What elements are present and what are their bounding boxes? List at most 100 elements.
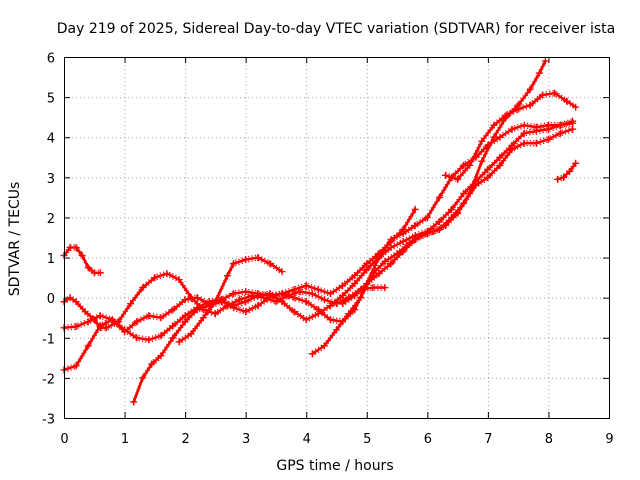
y-tick-label: 2 bbox=[47, 212, 55, 227]
y-tick-label: 4 bbox=[47, 132, 55, 147]
data-point bbox=[254, 292, 262, 300]
data-point bbox=[448, 213, 456, 221]
y-tick-label: 5 bbox=[47, 92, 55, 107]
series-markers-lower bbox=[132, 125, 573, 405]
data-point bbox=[381, 258, 389, 266]
data-point bbox=[175, 338, 183, 346]
data-point bbox=[230, 260, 238, 268]
data-point bbox=[266, 290, 274, 298]
data-point bbox=[181, 318, 189, 326]
series-line bbox=[444, 91, 578, 181]
grid-lines bbox=[64, 57, 609, 418]
data-point bbox=[454, 175, 462, 183]
data-point bbox=[387, 236, 395, 244]
data-point bbox=[520, 129, 528, 137]
data-point bbox=[163, 270, 171, 278]
y-tick-label: 1 bbox=[47, 252, 55, 267]
data-point bbox=[496, 133, 504, 141]
y-tick-label: 6 bbox=[47, 52, 55, 67]
data-point bbox=[224, 272, 231, 280]
data-point bbox=[411, 236, 419, 244]
data-point bbox=[157, 314, 165, 322]
data-point bbox=[557, 121, 565, 129]
data-point bbox=[278, 290, 286, 298]
data-point bbox=[169, 306, 177, 314]
x-tick-label: 9 bbox=[605, 432, 613, 447]
data-point bbox=[199, 314, 207, 322]
data-point bbox=[108, 316, 116, 324]
data-point bbox=[84, 318, 92, 326]
data-point bbox=[569, 119, 577, 127]
data-point bbox=[526, 85, 534, 93]
data-point bbox=[351, 292, 359, 300]
data-point bbox=[308, 290, 316, 298]
data-point bbox=[320, 296, 328, 304]
data-point bbox=[157, 352, 165, 360]
series-line bbox=[132, 121, 575, 404]
data-point bbox=[520, 139, 528, 147]
y-tick-label: -1 bbox=[42, 332, 55, 347]
data-point bbox=[526, 101, 534, 109]
data-point bbox=[314, 310, 322, 318]
data-point bbox=[217, 298, 225, 306]
data-point bbox=[242, 298, 250, 306]
data-point bbox=[357, 294, 365, 302]
data-point bbox=[369, 270, 377, 278]
data-point bbox=[363, 260, 371, 268]
x-tick-label: 5 bbox=[363, 432, 371, 447]
series-markers-upper bbox=[178, 254, 283, 340]
x-tick-label: 0 bbox=[60, 432, 68, 447]
data-point bbox=[254, 302, 262, 310]
data-point bbox=[326, 302, 334, 310]
data-point bbox=[139, 374, 147, 382]
data-point bbox=[520, 121, 528, 129]
series-arc-10 bbox=[339, 125, 577, 308]
data-point bbox=[145, 336, 153, 344]
series-line bbox=[177, 256, 284, 344]
y-axis-title: SDTVAR / TECUs bbox=[7, 182, 23, 297]
data-point bbox=[130, 398, 138, 406]
data-point bbox=[411, 221, 419, 229]
series-arc-8 bbox=[442, 89, 580, 183]
data-point bbox=[102, 324, 110, 332]
data-point bbox=[448, 205, 456, 213]
data-point bbox=[72, 323, 80, 331]
axis-ticks bbox=[64, 57, 610, 419]
series-arc-4 bbox=[60, 117, 577, 374]
data-point bbox=[72, 244, 80, 252]
data-point bbox=[326, 290, 334, 298]
data-point bbox=[399, 238, 407, 246]
data-point bbox=[308, 350, 316, 358]
series-line bbox=[556, 162, 578, 181]
data-point bbox=[266, 260, 274, 268]
series-markers-lower bbox=[311, 63, 547, 357]
data-point bbox=[187, 330, 195, 338]
data-point bbox=[460, 199, 468, 207]
data-point bbox=[363, 266, 371, 274]
x-tick-label: 2 bbox=[181, 432, 189, 447]
data-point bbox=[296, 288, 304, 296]
data-point bbox=[314, 286, 322, 294]
data-point bbox=[230, 302, 238, 310]
data-point bbox=[484, 173, 492, 181]
series-arc-6 bbox=[175, 254, 286, 346]
data-point bbox=[572, 103, 580, 111]
series-arc-5 bbox=[130, 119, 577, 406]
data-point bbox=[145, 312, 153, 320]
data-point bbox=[375, 254, 383, 262]
series-arc-7 bbox=[308, 57, 549, 358]
data-point bbox=[508, 125, 516, 133]
data-point bbox=[551, 89, 558, 97]
series-markers-upper bbox=[311, 58, 547, 352]
series-markers-upper bbox=[132, 120, 573, 400]
data-series bbox=[60, 57, 580, 406]
data-point bbox=[502, 111, 510, 119]
data-point bbox=[490, 121, 498, 129]
data-point bbox=[423, 213, 431, 221]
data-point bbox=[242, 308, 250, 316]
data-point bbox=[369, 284, 377, 292]
data-point bbox=[66, 294, 74, 302]
data-point bbox=[381, 284, 389, 292]
series-markers-upper bbox=[342, 126, 573, 302]
